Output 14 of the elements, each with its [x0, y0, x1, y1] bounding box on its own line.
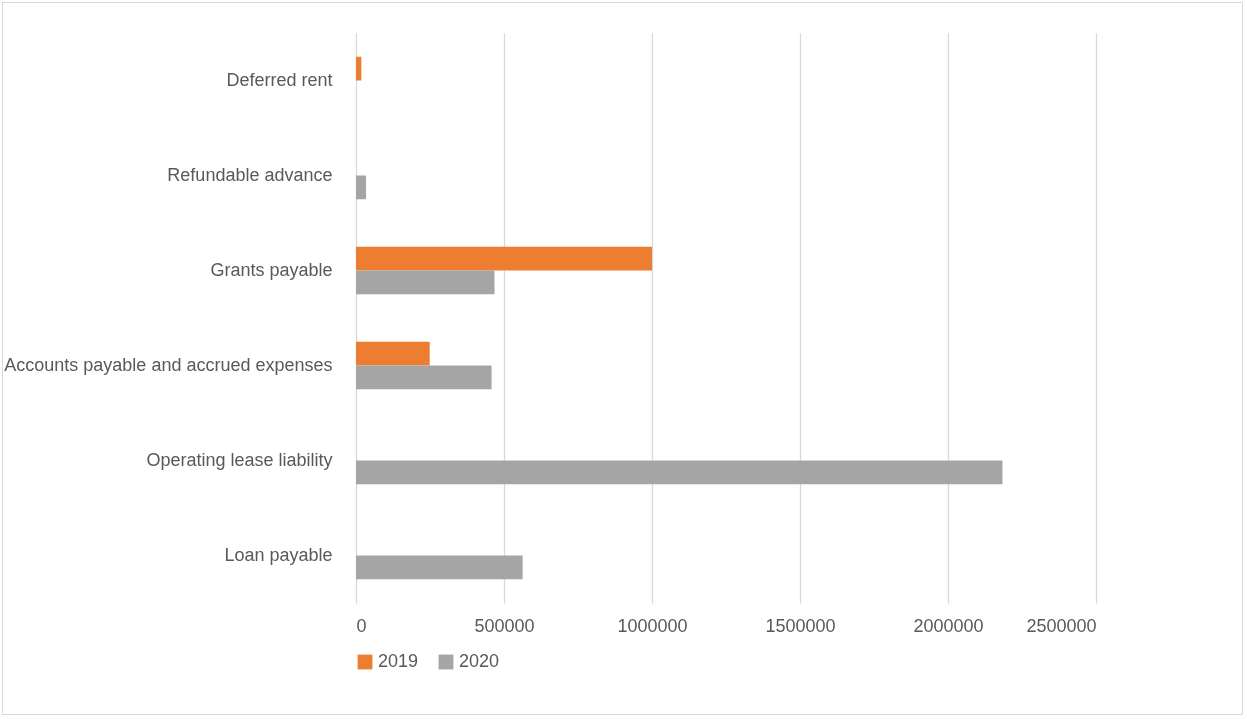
- x-tick-label: 500000: [474, 615, 535, 636]
- x-tick-label: 0: [356, 615, 367, 636]
- legend-label: 2020: [459, 651, 500, 671]
- x-tick-label: 2000000: [913, 615, 984, 636]
- y-tick-label: Loan payable: [224, 544, 333, 565]
- y-tick-label: Grants payable: [210, 259, 333, 280]
- y-tick-label: Refundable advance: [167, 164, 333, 185]
- x-tick-label: 2500000: [1026, 615, 1097, 636]
- y-tick-label: Operating lease liability: [146, 449, 333, 470]
- y-tick-label: Accounts payable and accrued expenses: [4, 354, 333, 375]
- x-tick-label: 1000000: [617, 615, 688, 636]
- y-tick-label: Deferred rent: [226, 69, 333, 90]
- legend-label: 2019: [378, 651, 419, 671]
- x-tick-label: 1500000: [765, 615, 836, 636]
